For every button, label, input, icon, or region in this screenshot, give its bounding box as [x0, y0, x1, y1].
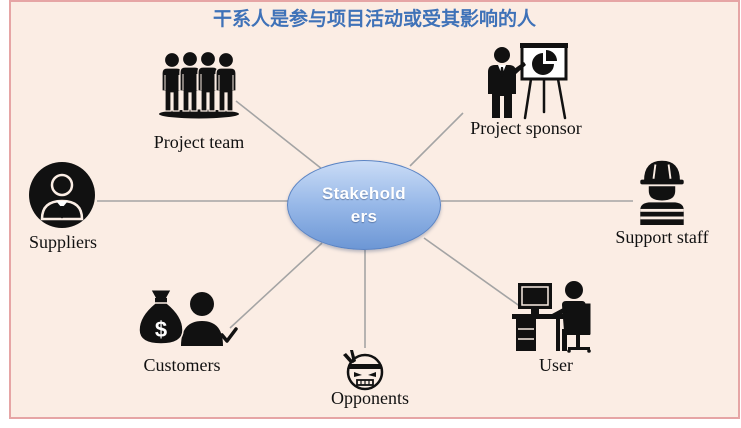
project-team-label: Project team: [153, 132, 245, 152]
angry-face-icon: [343, 350, 384, 391]
opponents-label: Opponents: [331, 388, 409, 408]
customers-label: Customers: [143, 355, 221, 375]
support-staff-label: Support staff: [615, 227, 709, 247]
team-icon: [159, 50, 239, 119]
hub-label-line-1: Stakehold: [322, 184, 406, 203]
project-sponsor-label: Project sponsor: [470, 118, 582, 138]
businessman-circle-icon: [29, 162, 95, 228]
hard-hat-worker-icon: [640, 160, 684, 225]
stakeholders-hub: Stakehold ers: [287, 160, 441, 250]
money-bag-customer-icon: $: [138, 289, 238, 346]
hub-label-line-2: ers: [350, 207, 378, 226]
connector-customers: [229, 242, 323, 329]
computer-user-icon: [512, 281, 592, 353]
connector-project-sponsor: [409, 112, 464, 167]
user-label: User: [539, 355, 573, 375]
suppliers-label: Suppliers: [28, 232, 97, 252]
dollar-sign: $: [155, 317, 167, 342]
connector-user: [423, 237, 522, 308]
slide-title: 干系人是参与项目活动或受其影响的人: [212, 9, 536, 30]
connector-project-team: [235, 100, 323, 170]
presenter-easel-icon: [488, 43, 568, 120]
